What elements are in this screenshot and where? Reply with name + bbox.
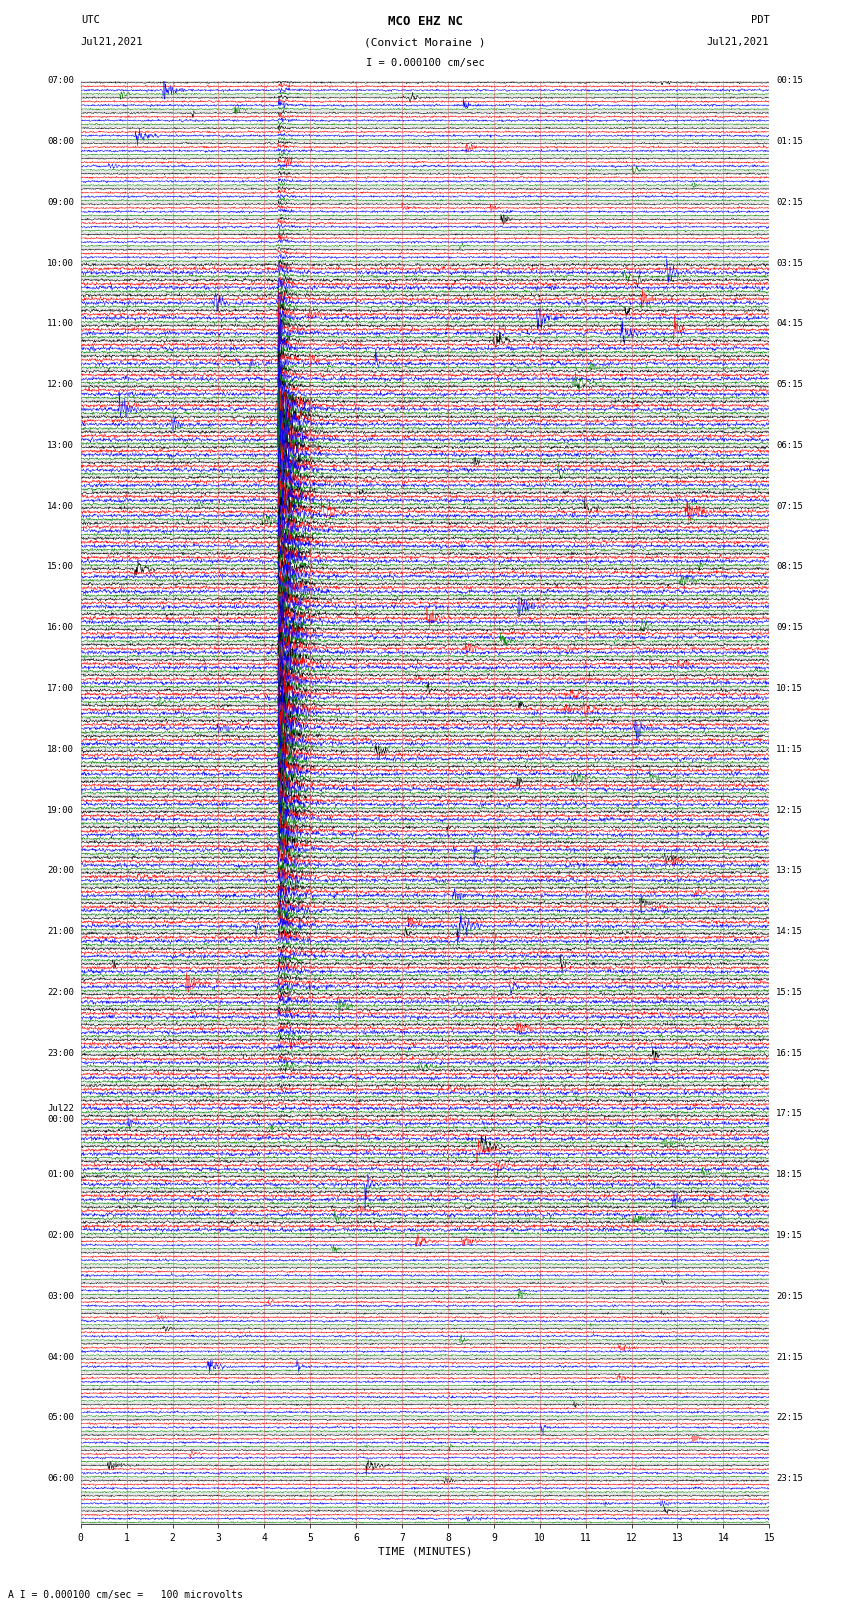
Text: 01:15: 01:15 xyxy=(776,137,803,145)
Text: 02:15: 02:15 xyxy=(776,198,803,206)
Text: A I = 0.000100 cm/sec =   100 microvolts: A I = 0.000100 cm/sec = 100 microvolts xyxy=(8,1590,243,1600)
Text: 17:15: 17:15 xyxy=(776,1110,803,1118)
Text: 22:00: 22:00 xyxy=(47,987,74,997)
Text: 15:15: 15:15 xyxy=(776,987,803,997)
Text: 21:15: 21:15 xyxy=(776,1353,803,1361)
Text: 13:00: 13:00 xyxy=(47,440,74,450)
Text: 04:00: 04:00 xyxy=(47,1353,74,1361)
Text: 19:00: 19:00 xyxy=(47,805,74,815)
Text: 03:15: 03:15 xyxy=(776,258,803,268)
Text: 00:15: 00:15 xyxy=(776,76,803,85)
Text: Jul21,2021: Jul21,2021 xyxy=(81,37,144,47)
Text: 20:00: 20:00 xyxy=(47,866,74,876)
Text: 07:00: 07:00 xyxy=(47,76,74,85)
Text: 17:00: 17:00 xyxy=(47,684,74,694)
Text: 02:00: 02:00 xyxy=(47,1231,74,1240)
Text: Jul21,2021: Jul21,2021 xyxy=(706,37,769,47)
Text: 11:00: 11:00 xyxy=(47,319,74,329)
Text: 21:00: 21:00 xyxy=(47,927,74,936)
Text: 23:15: 23:15 xyxy=(776,1474,803,1484)
Text: (Convict Moraine ): (Convict Moraine ) xyxy=(365,37,485,47)
Text: 13:15: 13:15 xyxy=(776,866,803,876)
Text: 12:00: 12:00 xyxy=(47,381,74,389)
Text: 10:00: 10:00 xyxy=(47,258,74,268)
Text: 10:15: 10:15 xyxy=(776,684,803,694)
Text: Jul22
00:00: Jul22 00:00 xyxy=(47,1105,74,1124)
Text: 06:00: 06:00 xyxy=(47,1474,74,1484)
Text: 18:15: 18:15 xyxy=(776,1171,803,1179)
Text: UTC: UTC xyxy=(81,15,99,24)
Text: 05:15: 05:15 xyxy=(776,381,803,389)
Text: 09:00: 09:00 xyxy=(47,198,74,206)
Text: 19:15: 19:15 xyxy=(776,1231,803,1240)
Text: 12:15: 12:15 xyxy=(776,805,803,815)
Text: 16:15: 16:15 xyxy=(776,1048,803,1058)
Text: 08:00: 08:00 xyxy=(47,137,74,145)
Text: 18:00: 18:00 xyxy=(47,745,74,753)
Text: 05:00: 05:00 xyxy=(47,1413,74,1423)
Text: 16:00: 16:00 xyxy=(47,623,74,632)
Text: 22:15: 22:15 xyxy=(776,1413,803,1423)
Text: 20:15: 20:15 xyxy=(776,1292,803,1300)
Text: 14:15: 14:15 xyxy=(776,927,803,936)
Text: MCO EHZ NC: MCO EHZ NC xyxy=(388,15,462,27)
Text: 08:15: 08:15 xyxy=(776,563,803,571)
Text: 03:00: 03:00 xyxy=(47,1292,74,1300)
Text: 06:15: 06:15 xyxy=(776,440,803,450)
Text: 04:15: 04:15 xyxy=(776,319,803,329)
Text: 14:00: 14:00 xyxy=(47,502,74,511)
Text: I = 0.000100 cm/sec: I = 0.000100 cm/sec xyxy=(366,58,484,68)
Text: 09:15: 09:15 xyxy=(776,623,803,632)
Text: 11:15: 11:15 xyxy=(776,745,803,753)
Text: 23:00: 23:00 xyxy=(47,1048,74,1058)
Text: 07:15: 07:15 xyxy=(776,502,803,511)
Text: 15:00: 15:00 xyxy=(47,563,74,571)
Text: PDT: PDT xyxy=(751,15,769,24)
X-axis label: TIME (MINUTES): TIME (MINUTES) xyxy=(377,1547,473,1557)
Text: 01:00: 01:00 xyxy=(47,1171,74,1179)
